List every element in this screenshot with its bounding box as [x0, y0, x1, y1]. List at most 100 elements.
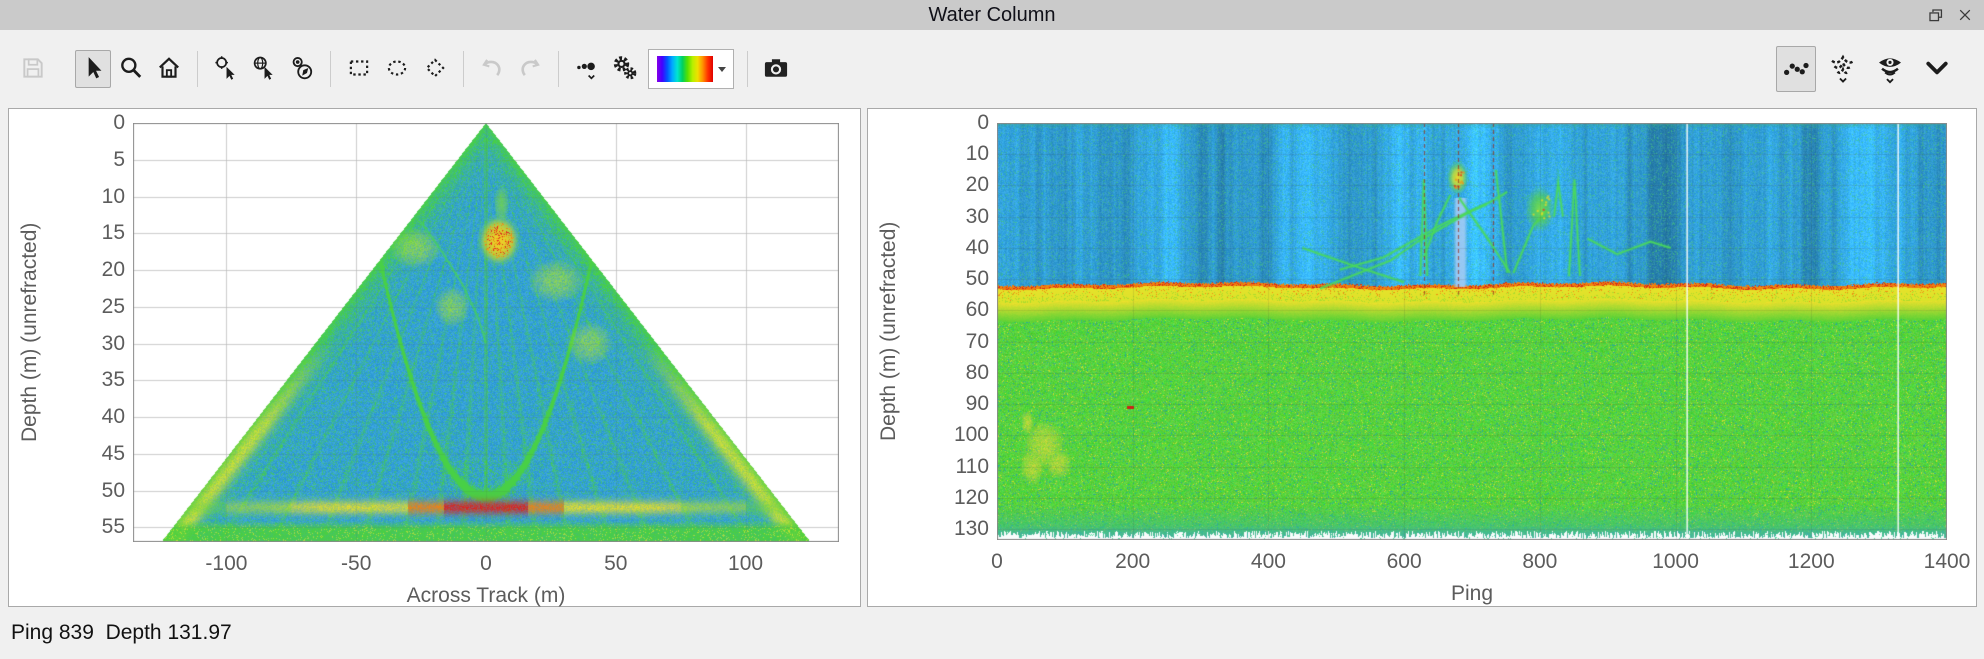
y-tick-label: 45	[101, 441, 125, 465]
echogram-x-axis-label: Ping	[1450, 582, 1494, 605]
toolbar-separator	[197, 51, 198, 87]
y-tick-label: 90	[965, 392, 989, 416]
save-button[interactable]	[15, 50, 51, 88]
ellipse-select-button[interactable]	[379, 50, 415, 88]
chevron-down-icon	[717, 66, 726, 72]
point-pick-button[interactable]	[208, 50, 244, 88]
gears-icon	[611, 54, 639, 85]
y-tick-label: 30	[965, 204, 989, 228]
y-tick-label: 40	[101, 405, 125, 429]
y-tick-label: 50	[965, 267, 989, 291]
swath-view-button[interactable]	[1823, 46, 1863, 92]
y-tick-label: 120	[953, 485, 989, 509]
snapshot-button[interactable]	[758, 50, 794, 88]
points-view-icon	[1781, 53, 1811, 86]
x-tick-label: 1000	[1652, 550, 1699, 573]
points-cluster-icon	[574, 54, 600, 85]
y-tick-label: 70	[965, 329, 989, 353]
fan-x-axis-label: Across Track (m)	[406, 584, 566, 607]
y-tick-label: 80	[965, 360, 989, 384]
colormap-select-button[interactable]	[648, 49, 734, 89]
y-tick-label: 130	[953, 517, 989, 541]
x-tick-label: -100	[205, 552, 248, 575]
y-tick-label: 0	[113, 111, 125, 134]
y-tick-label: 25	[101, 294, 125, 318]
toolbar-right-group	[1775, 46, 1958, 92]
window-controls	[1926, 0, 1974, 30]
swath-view-icon	[1828, 51, 1858, 87]
echogram-canvas[interactable]	[997, 123, 1947, 540]
rectangle-select-icon	[346, 55, 372, 84]
window-title: Water Column	[928, 3, 1056, 26]
rectangle-select-button[interactable]	[341, 50, 377, 88]
y-tick-label: 5	[113, 147, 125, 171]
x-tick-label: 400	[1250, 550, 1286, 573]
water-column-view-button[interactable]	[1870, 46, 1910, 92]
x-tick-label: -50	[341, 552, 372, 575]
x-tick-label: 0	[991, 550, 1003, 573]
x-tick-label: 0	[480, 552, 492, 575]
toolbar	[0, 30, 1984, 108]
point-display-options-button[interactable]	[569, 50, 605, 88]
magnifier-icon	[118, 55, 144, 84]
y-tick-label: 15	[101, 221, 125, 245]
zoom-button[interactable]	[113, 50, 149, 88]
toolbar-separator	[330, 51, 331, 87]
colormap-gradient-swatch	[656, 56, 713, 82]
x-tick-label: 100	[728, 552, 764, 575]
redo-icon	[517, 55, 543, 84]
echogram-plot-panel: Depth (m) (unrefracted) Ping 0 10 20 30 40 50…	[867, 108, 1977, 607]
expand-toolbar-button[interactable]	[1917, 46, 1957, 92]
y-tick-label: 100	[953, 423, 989, 447]
y-tick-label: 10	[965, 142, 989, 166]
fan-plot-panel: Depth (m) (unrefracted) Across Track (m)…	[8, 108, 861, 607]
y-tick-label: 20	[965, 173, 989, 197]
fan-heatmap-canvas[interactable]	[133, 123, 839, 542]
y-tick-label: 50	[101, 478, 125, 502]
toolbar-separator	[558, 51, 559, 87]
toolbar-separator	[463, 51, 464, 87]
crosshair-cursor-icon	[213, 55, 239, 84]
status-bar: Ping 839 Depth 131.97	[0, 606, 1984, 659]
y-tick-label: 55	[101, 515, 125, 539]
pointer-icon	[80, 55, 106, 84]
display-settings-button[interactable]	[607, 50, 643, 88]
x-tick-label: 1200	[1787, 550, 1835, 573]
x-tick-label: 1400	[1923, 550, 1971, 573]
y-tick-label: 30	[101, 331, 125, 355]
polygon-select-button[interactable]	[417, 50, 453, 88]
float-window-icon[interactable]	[1926, 6, 1944, 24]
y-tick-label: 40	[965, 235, 989, 259]
camera-icon	[762, 54, 790, 85]
y-tick-label: 35	[101, 368, 125, 392]
undo-icon	[479, 55, 505, 84]
water-column-eye-icon	[1875, 51, 1905, 87]
undo-button[interactable]	[474, 50, 510, 88]
y-tick-label: 10	[101, 184, 125, 208]
title-bar[interactable]: Water Column	[0, 0, 1984, 30]
pointer-select-button[interactable]	[75, 50, 111, 88]
save-icon	[20, 55, 46, 84]
points-view-button[interactable]	[1776, 46, 1816, 92]
compass-icon	[289, 55, 315, 84]
y-tick-label: 20	[101, 258, 125, 282]
chevron-down-icon	[1922, 53, 1952, 86]
geographic-pick-button[interactable]	[246, 50, 282, 88]
status-readout: Ping 839 Depth 131.97	[11, 620, 232, 644]
ellipse-select-icon	[384, 55, 410, 84]
toolbar-separator	[747, 51, 748, 87]
x-tick-label: 50	[604, 552, 628, 575]
y-tick-label: 0	[977, 111, 989, 134]
close-icon[interactable]	[1956, 6, 1974, 24]
x-tick-label: 200	[1115, 550, 1151, 573]
compass-pick-button[interactable]	[284, 50, 320, 88]
x-tick-label: 600	[1386, 550, 1422, 573]
home-icon	[156, 55, 182, 84]
x-tick-label: 800	[1522, 550, 1558, 573]
home-button[interactable]	[151, 50, 187, 88]
y-tick-label: 110	[955, 454, 989, 478]
redo-button[interactable]	[512, 50, 548, 88]
globe-cursor-icon	[251, 55, 277, 84]
polygon-select-icon	[422, 55, 448, 84]
